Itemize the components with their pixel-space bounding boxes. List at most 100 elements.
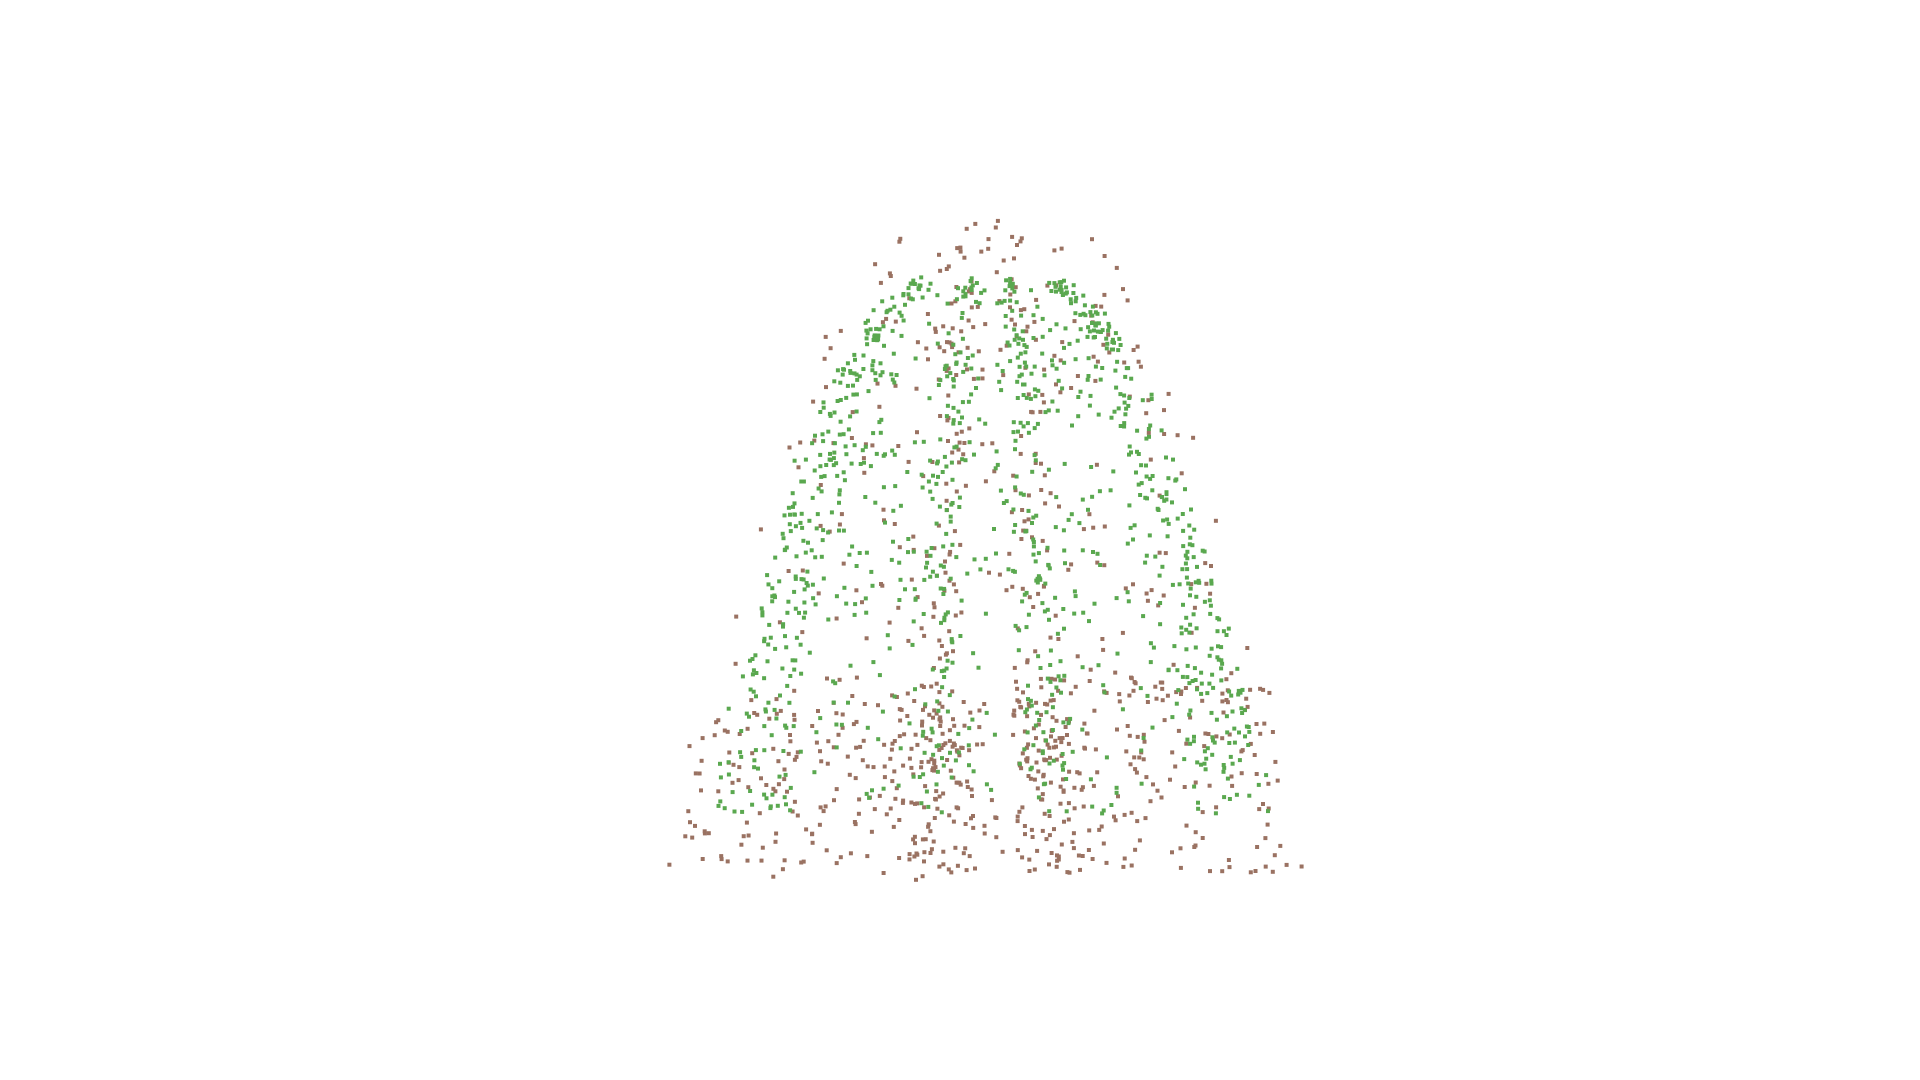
point — [1080, 854, 1085, 858]
point — [1053, 525, 1058, 530]
point — [1066, 741, 1071, 746]
point — [1146, 430, 1151, 435]
point — [928, 829, 933, 834]
point — [771, 874, 776, 879]
point — [912, 699, 917, 703]
point — [1091, 525, 1096, 530]
point — [1096, 321, 1101, 326]
point — [1121, 287, 1125, 292]
point — [1096, 663, 1101, 668]
point — [906, 537, 911, 541]
point — [863, 596, 868, 601]
point — [740, 809, 745, 814]
point — [944, 508, 949, 513]
point — [956, 447, 961, 452]
point — [884, 316, 889, 321]
point — [854, 719, 859, 724]
point — [1184, 647, 1189, 652]
point — [1021, 393, 1026, 397]
point — [799, 671, 804, 676]
point — [1258, 686, 1263, 691]
point — [1054, 366, 1059, 371]
point — [1066, 567, 1071, 572]
point — [716, 718, 721, 723]
point — [1131, 348, 1136, 352]
point — [982, 823, 987, 828]
point — [1064, 809, 1069, 814]
point — [1001, 501, 1006, 505]
point — [1229, 693, 1234, 698]
point — [950, 345, 955, 350]
point — [1008, 305, 1012, 310]
point — [1031, 544, 1036, 549]
point — [909, 296, 913, 301]
point — [1117, 699, 1122, 704]
point — [821, 439, 826, 444]
point — [1055, 853, 1059, 858]
point — [1224, 677, 1229, 682]
point — [926, 804, 931, 809]
point — [897, 856, 902, 860]
point — [863, 444, 868, 449]
point — [1200, 698, 1205, 703]
point — [834, 616, 839, 621]
point — [983, 421, 988, 426]
point — [929, 546, 934, 550]
point — [957, 753, 962, 758]
point — [799, 479, 804, 484]
point — [697, 771, 702, 776]
point — [969, 816, 973, 821]
point — [928, 851, 933, 855]
point — [1095, 560, 1100, 565]
point — [862, 702, 867, 706]
point — [1015, 355, 1020, 360]
point — [1025, 324, 1030, 329]
point — [786, 569, 791, 573]
point — [1192, 605, 1197, 610]
point — [896, 444, 901, 448]
point — [773, 789, 778, 794]
point — [951, 717, 955, 722]
point — [994, 449, 999, 454]
point — [1078, 327, 1083, 332]
point — [948, 514, 953, 519]
point — [913, 687, 917, 692]
point — [818, 749, 822, 754]
point — [969, 392, 974, 397]
point — [809, 548, 814, 553]
point — [848, 851, 853, 856]
point — [1076, 853, 1081, 858]
point — [936, 474, 940, 479]
point — [810, 495, 815, 500]
point — [959, 598, 964, 603]
point — [801, 615, 806, 620]
point — [972, 557, 977, 562]
point — [1185, 556, 1190, 561]
point — [941, 791, 946, 796]
point — [1069, 386, 1074, 390]
point — [1101, 342, 1106, 347]
point — [1065, 733, 1069, 737]
point — [944, 481, 949, 486]
point — [1031, 336, 1036, 340]
point — [1101, 683, 1106, 688]
point — [782, 795, 787, 800]
point — [912, 282, 917, 286]
point — [748, 789, 753, 793]
point — [929, 726, 934, 731]
point — [1010, 286, 1015, 291]
point — [1024, 707, 1029, 712]
point — [943, 741, 948, 746]
point — [826, 739, 831, 744]
point — [835, 473, 840, 478]
point — [1081, 527, 1086, 532]
point — [898, 577, 903, 582]
point — [944, 464, 949, 469]
point — [1095, 359, 1100, 364]
point — [1055, 631, 1060, 636]
point — [1220, 691, 1225, 696]
point — [878, 280, 883, 285]
point — [1027, 595, 1032, 600]
point — [1022, 824, 1027, 828]
